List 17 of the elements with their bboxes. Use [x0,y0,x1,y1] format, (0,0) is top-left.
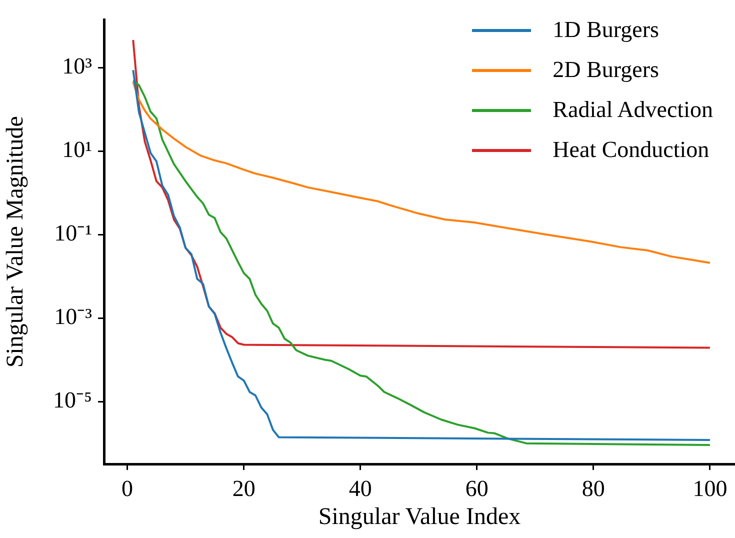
legend-label: Radial Advection [552,97,713,123]
y-tick-label: 10⁻¹ [54,220,92,246]
legend-label: 2D Burgers [552,57,659,83]
x-tick-label: 80 [582,476,605,501]
legend-label: 1D Burgers [552,17,659,43]
x-tick-label: 0 [122,476,134,501]
x-tick-label: 100 [692,476,728,501]
y-tick-label: 10³ [62,54,92,79]
y-tick-label: 10⁻³ [54,304,92,330]
x-tick-label: 20 [232,476,256,501]
y-axis-title: Singular Value Magnitude [2,116,29,368]
legend-label: Heat Conduction [552,137,710,163]
x-axis-title: Singular Value Index [318,504,521,530]
x-tick-label: 60 [465,476,488,501]
x-tick-label: 40 [348,476,372,501]
y-tick-label: 10⁻⁵ [52,388,92,413]
y-tick-label: 10¹ [62,137,92,162]
